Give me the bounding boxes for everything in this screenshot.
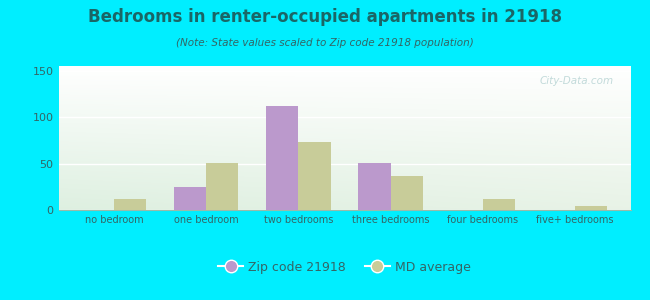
Legend: Zip code 21918, MD average: Zip code 21918, MD average — [213, 256, 476, 279]
Bar — [114, 199, 146, 210]
Text: (Note: State values scaled to Zip code 21918 population): (Note: State values scaled to Zip code 2… — [176, 38, 474, 47]
Bar — [575, 206, 608, 210]
Bar — [391, 176, 423, 210]
Bar — [298, 142, 331, 210]
Bar — [483, 199, 515, 210]
Bar — [358, 163, 391, 210]
Bar — [206, 163, 239, 210]
Text: City-Data.com: City-Data.com — [540, 76, 614, 86]
Bar — [266, 106, 298, 210]
Text: Bedrooms in renter-occupied apartments in 21918: Bedrooms in renter-occupied apartments i… — [88, 8, 562, 26]
Bar — [174, 187, 206, 210]
